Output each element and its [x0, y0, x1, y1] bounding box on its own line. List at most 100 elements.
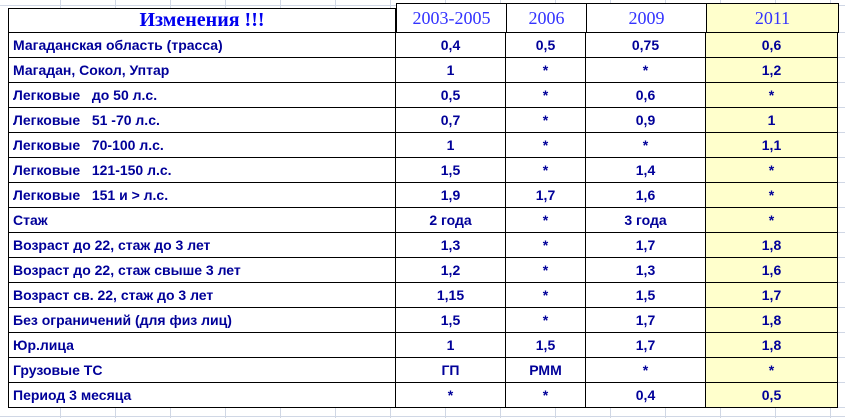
table-rows: Магаданская область (трасса) 0,4 0,5 0,75 0,…	[9, 33, 839, 408]
value-cell[interactable]: *	[506, 133, 586, 158]
value-cell[interactable]: 1,4	[586, 158, 706, 183]
value-cell[interactable]: *	[586, 358, 706, 383]
value-cell[interactable]: *	[506, 208, 586, 233]
value-cell[interactable]: 0,75	[586, 33, 706, 58]
value-cell[interactable]: 2 года	[396, 208, 506, 233]
row-label-cell[interactable]: Легковые до 50 л.с.	[9, 83, 396, 108]
value-cell[interactable]: 1	[706, 108, 838, 133]
value-cell[interactable]: *	[706, 358, 838, 383]
value-cell[interactable]: 1,1	[706, 133, 838, 158]
value-cell[interactable]: *	[506, 108, 586, 133]
value-cell[interactable]: 0,4	[586, 383, 706, 408]
value-cell[interactable]: 1	[396, 133, 506, 158]
table-row: Без ограничений (для физ лиц) 1,5 * 1,7 1,8	[9, 308, 839, 333]
table-row: Легковые 51 -70 л.с. 0,7 * 0,9 1	[9, 108, 839, 133]
row-label-cell[interactable]: Юр.лица	[9, 333, 396, 358]
row-label-cell[interactable]: Грузовые ТС	[9, 358, 396, 383]
value-cell[interactable]: 1,9	[396, 183, 506, 208]
table-row: Период 3 месяца * * 0,4 0,5	[9, 383, 839, 408]
value-cell[interactable]: 1,15	[396, 283, 506, 308]
value-cell[interactable]: 1,5	[586, 283, 706, 308]
value-cell[interactable]: *	[506, 283, 586, 308]
value-cell[interactable]: 1,5	[506, 333, 586, 358]
row-label-cell[interactable]: Легковые 51 -70 л.с.	[9, 108, 396, 133]
value-cell[interactable]: *	[586, 133, 706, 158]
value-cell[interactable]: 0,7	[396, 108, 506, 133]
value-cell[interactable]: 1	[396, 58, 506, 83]
table-row: Легковые 70-100 л.с. 1 * * 1,1	[9, 133, 839, 158]
value-cell[interactable]: *	[706, 208, 838, 233]
value-cell[interactable]: 1,8	[706, 233, 838, 258]
value-cell[interactable]: *	[506, 308, 586, 333]
value-cell[interactable]: РММ	[506, 358, 586, 383]
value-cell[interactable]: 1	[396, 333, 506, 358]
value-cell[interactable]: 1,6	[706, 258, 838, 283]
value-cell[interactable]: *	[506, 233, 586, 258]
rates-table: Изменения !!! 2003-2005 2006 2009 2011 М…	[8, 3, 839, 408]
value-cell[interactable]: 1,7	[586, 308, 706, 333]
table-row: Легковые до 50 л.с. 0,5 * 0,6 *	[9, 83, 839, 108]
value-cell[interactable]: *	[506, 83, 586, 108]
value-cell[interactable]: 1,7	[706, 283, 838, 308]
value-cell[interactable]: *	[706, 183, 838, 208]
row-label-cell[interactable]: Магаданская область (трасса)	[9, 33, 396, 58]
table-row: Грузовые ТС ГП РММ * *	[9, 358, 839, 383]
row-label-cell[interactable]: Без ограничений (для физ лиц)	[9, 308, 396, 333]
value-cell[interactable]: 1,7	[586, 333, 706, 358]
value-cell[interactable]: 1,8	[706, 333, 838, 358]
column-header-cell[interactable]: 2003-2005	[397, 3, 507, 33]
value-cell[interactable]: 1,5	[396, 308, 506, 333]
value-cell[interactable]: *	[706, 158, 838, 183]
table-row: Юр.лица 1 1,5 1,7 1,8	[9, 333, 839, 358]
value-cell[interactable]: 1,7	[506, 183, 586, 208]
row-label-cell[interactable]: Стаж	[9, 208, 396, 233]
table-row: Магаданская область (трасса) 0,4 0,5 0,75 0,…	[9, 33, 839, 58]
row-label-cell[interactable]: Легковые 121-150 л.с.	[9, 158, 396, 183]
value-cell[interactable]: 0,5	[396, 83, 506, 108]
column-header-cell[interactable]: 2006	[507, 3, 587, 33]
value-cell[interactable]: 1,2	[706, 58, 838, 83]
value-cell[interactable]: *	[706, 83, 838, 108]
column-header-cell[interactable]: 2009	[587, 3, 707, 33]
row-label-cell[interactable]: Возраст до 22, стаж свыше 3 лет	[9, 258, 396, 283]
sheet-gridlines-right	[838, 8, 845, 409]
row-label-cell[interactable]: Период 3 месяца	[9, 383, 396, 408]
value-cell[interactable]: 1,3	[586, 258, 706, 283]
table-row: Легковые 151 и > л.с. 1,9 1,7 1,6 *	[9, 183, 839, 208]
year-columns-header: 2003-2005 2006 2009 2011	[396, 3, 839, 33]
value-cell[interactable]: 1,8	[706, 308, 838, 333]
value-cell[interactable]: 0,6	[706, 33, 838, 58]
table-row: Стаж 2 года * 3 года *	[9, 208, 839, 233]
value-cell[interactable]: 0,5	[706, 383, 838, 408]
row-label-cell[interactable]: Легковые 70-100 л.с.	[9, 133, 396, 158]
value-cell[interactable]: *	[586, 58, 706, 83]
value-cell[interactable]: *	[506, 58, 586, 83]
row-label-cell[interactable]: Возраст св. 22, стаж до 3 лет	[9, 283, 396, 308]
value-cell[interactable]: ГП	[396, 358, 506, 383]
table-title-cell[interactable]: Изменения !!!	[9, 8, 396, 33]
value-cell[interactable]: 0,5	[506, 33, 586, 58]
table-row: Возраст до 22, стаж до 3 лет 1,3 * 1,7 1,8	[9, 233, 839, 258]
column-header-cell[interactable]: 2011	[707, 3, 839, 33]
value-cell[interactable]: 1,2	[396, 258, 506, 283]
value-cell[interactable]: 1,3	[396, 233, 506, 258]
value-cell[interactable]: *	[506, 158, 586, 183]
value-cell[interactable]: *	[506, 383, 586, 408]
table-row: Магадан, Сокол, Уптар 1 * * 1,2	[9, 58, 839, 83]
value-cell[interactable]: 1,7	[586, 233, 706, 258]
value-cell[interactable]: 0,4	[396, 33, 506, 58]
table-row: Легковые 121-150 л.с. 1,5 * 1,4 *	[9, 158, 839, 183]
value-cell[interactable]: 3 года	[586, 208, 706, 233]
value-cell[interactable]: 0,9	[586, 108, 706, 133]
sheet-gridline-bottom	[0, 416, 845, 417]
row-label-cell[interactable]: Возраст до 22, стаж до 3 лет	[9, 233, 396, 258]
row-label-cell[interactable]: Магадан, Сокол, Уптар	[9, 58, 396, 83]
value-cell[interactable]: *	[506, 258, 586, 283]
row-label-cell[interactable]: Легковые 151 и > л.с.	[9, 183, 396, 208]
value-cell[interactable]: 1,5	[396, 158, 506, 183]
value-cell[interactable]: 1,6	[586, 183, 706, 208]
table-row: Возраст до 22, стаж свыше 3 лет 1,2 * 1,3 1,…	[9, 258, 839, 283]
value-cell[interactable]: *	[396, 383, 506, 408]
value-cell[interactable]: 0,6	[586, 83, 706, 108]
